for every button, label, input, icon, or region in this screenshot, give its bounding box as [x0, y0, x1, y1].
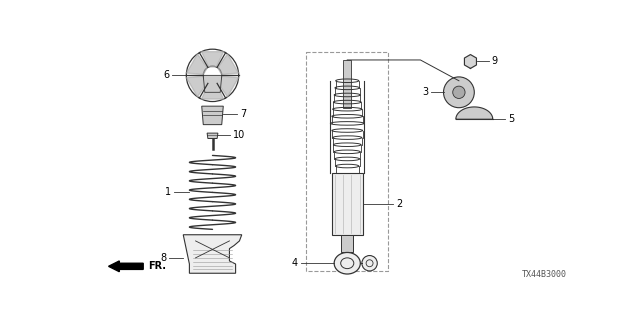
Circle shape	[362, 256, 378, 271]
Bar	[307, 52, 388, 271]
Polygon shape	[202, 84, 223, 99]
Polygon shape	[202, 52, 223, 67]
Text: 3: 3	[422, 87, 428, 97]
Text: 6: 6	[163, 70, 170, 80]
Text: 4: 4	[292, 258, 298, 268]
Polygon shape	[344, 60, 351, 108]
Polygon shape	[341, 235, 353, 252]
Polygon shape	[186, 54, 207, 75]
Polygon shape	[456, 107, 493, 119]
Text: 9: 9	[492, 57, 497, 67]
Text: TX44B3000: TX44B3000	[522, 270, 566, 279]
Polygon shape	[183, 235, 242, 273]
Text: FR.: FR.	[148, 261, 166, 271]
Polygon shape	[465, 55, 476, 68]
Text: 5: 5	[508, 114, 515, 124]
Polygon shape	[186, 76, 207, 97]
Text: 10: 10	[234, 131, 246, 140]
Text: 8: 8	[160, 253, 166, 263]
Circle shape	[444, 77, 474, 108]
FancyArrow shape	[109, 261, 143, 272]
Text: 2: 2	[397, 199, 403, 209]
Text: 1: 1	[164, 188, 171, 197]
Polygon shape	[218, 54, 239, 75]
Polygon shape	[202, 106, 223, 124]
Polygon shape	[332, 173, 363, 235]
Polygon shape	[204, 75, 221, 92]
Circle shape	[452, 86, 465, 99]
Ellipse shape	[334, 252, 360, 274]
Polygon shape	[218, 76, 239, 97]
Text: 7: 7	[240, 109, 246, 119]
Polygon shape	[207, 133, 218, 139]
